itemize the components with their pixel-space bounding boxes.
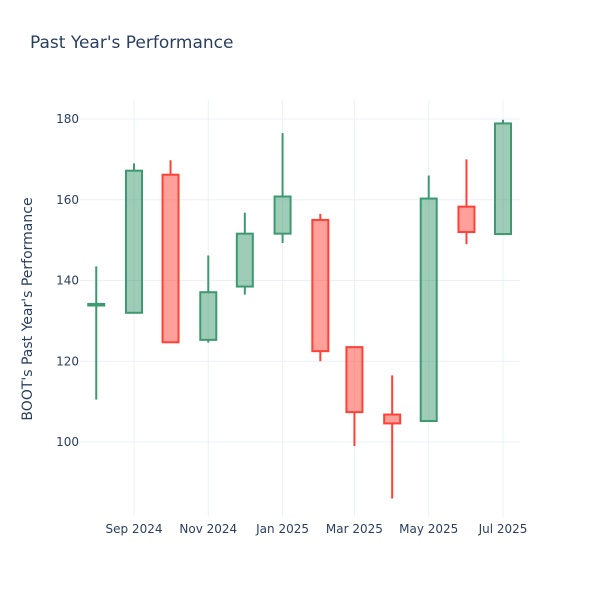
candle-body [273,195,292,235]
grid-layer [80,100,520,517]
candle-body [235,232,254,288]
candle-decreasing [161,160,180,344]
y-tick-label: 100 [56,435,79,449]
y-tick-label: 160 [56,193,79,207]
candle-increasing [199,255,218,343]
candle-increasing [235,212,254,295]
candle-decreasing [345,346,364,447]
candle-body [383,413,402,425]
candle-layer [87,119,512,499]
y-tick-label: 140 [56,274,79,288]
candle-increasing [125,163,143,314]
x-tick-label: Jul 2025 [478,522,528,536]
candle-body [87,302,106,307]
axis-layer: 100 120 140 160 180 Sep 2024 Nov 2024 Jan 2025 M… [56,112,527,536]
candle-body [199,291,218,341]
x-tick-label: Jan 2025 [255,522,309,536]
candle-decreasing [311,213,330,362]
x-tick-label: May 2025 [399,522,458,536]
chart-title: Past Year's Performance [30,33,234,53]
x-tick-label: Mar 2025 [326,522,383,536]
candle-body [457,205,476,234]
candle-body [311,218,330,353]
candle-body [161,173,180,344]
y-tick-label: 180 [56,112,79,126]
x-tick-label: Sep 2024 [106,522,163,536]
candle-body [419,197,438,423]
candle-increasing [87,266,106,400]
y-tick-label: 120 [56,354,79,368]
candle-increasing [419,175,438,423]
candle-body [125,169,143,314]
candle-decreasing [457,159,476,245]
candle-increasing [494,119,512,236]
candle-increasing [273,133,292,243]
x-tick-label: Nov 2024 [179,522,237,536]
candle-body [494,122,512,236]
candle-body [345,346,364,414]
y-axis-title: BOOT's Past Year's Performance [20,197,36,420]
candle-decreasing [383,375,402,499]
